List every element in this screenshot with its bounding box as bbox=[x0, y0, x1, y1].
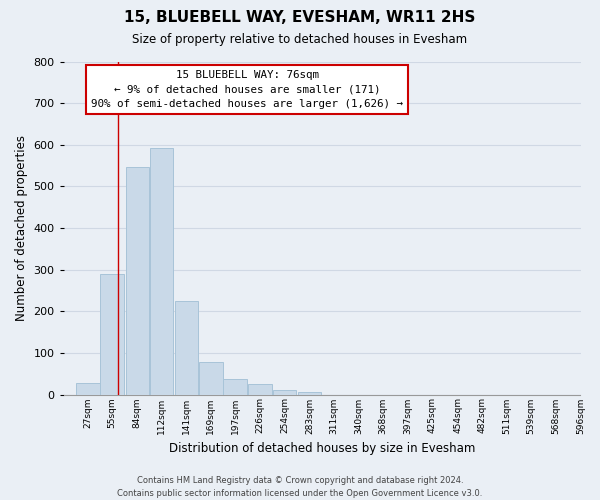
Bar bbox=[150, 148, 173, 394]
Bar bbox=[125, 167, 149, 394]
Bar bbox=[223, 378, 247, 394]
Y-axis label: Number of detached properties: Number of detached properties bbox=[15, 135, 28, 321]
Text: 15, BLUEBELL WAY, EVESHAM, WR11 2HS: 15, BLUEBELL WAY, EVESHAM, WR11 2HS bbox=[124, 10, 476, 25]
Bar bbox=[248, 384, 272, 394]
Text: Contains HM Land Registry data © Crown copyright and database right 2024.
Contai: Contains HM Land Registry data © Crown c… bbox=[118, 476, 482, 498]
Bar bbox=[100, 274, 124, 394]
Text: 15 BLUEBELL WAY: 76sqm
← 9% of detached houses are smaller (171)
90% of semi-det: 15 BLUEBELL WAY: 76sqm ← 9% of detached … bbox=[91, 70, 403, 110]
X-axis label: Distribution of detached houses by size in Evesham: Distribution of detached houses by size … bbox=[169, 442, 475, 455]
Bar bbox=[175, 301, 199, 394]
Bar bbox=[76, 383, 100, 394]
Bar bbox=[272, 390, 296, 394]
Bar bbox=[298, 392, 322, 394]
Bar bbox=[199, 362, 223, 394]
Text: Size of property relative to detached houses in Evesham: Size of property relative to detached ho… bbox=[133, 32, 467, 46]
